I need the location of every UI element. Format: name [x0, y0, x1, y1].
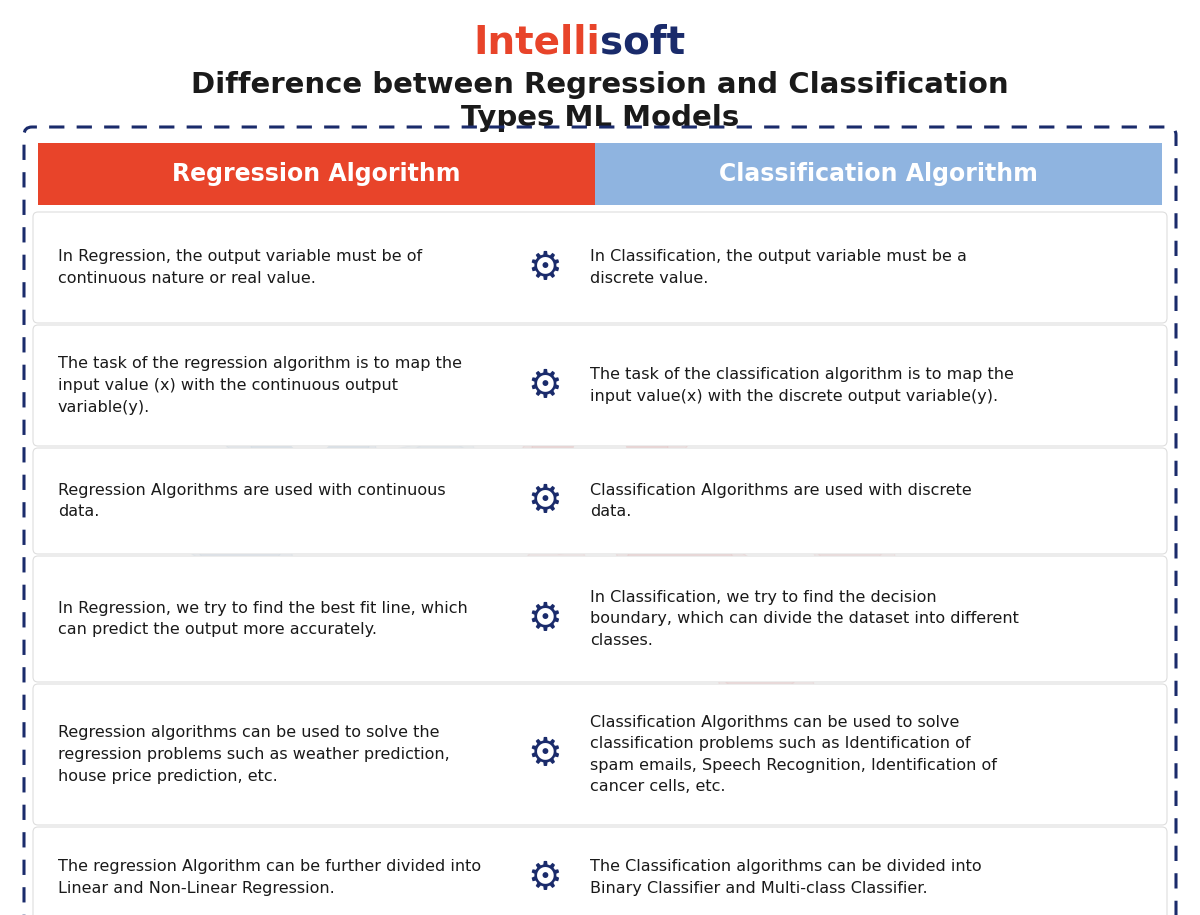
Polygon shape — [601, 501, 758, 659]
Circle shape — [658, 557, 702, 602]
Polygon shape — [227, 347, 394, 513]
Text: In Regression, we try to find the best fit line, which
can predict the output mo: In Regression, we try to find the best f… — [58, 601, 468, 638]
Circle shape — [835, 514, 865, 545]
Text: ⚙: ⚙ — [528, 736, 563, 773]
Circle shape — [623, 522, 738, 638]
FancyBboxPatch shape — [38, 143, 595, 205]
Polygon shape — [386, 426, 494, 534]
Polygon shape — [176, 467, 304, 594]
Circle shape — [425, 465, 456, 495]
FancyBboxPatch shape — [34, 827, 1166, 915]
Polygon shape — [506, 361, 694, 548]
Circle shape — [248, 369, 371, 491]
FancyBboxPatch shape — [34, 684, 1166, 825]
Circle shape — [713, 603, 806, 697]
Text: Classification Algorithm: Classification Algorithm — [719, 162, 1038, 186]
Text: Classification Algorithms are used with discrete
data.: Classification Algorithms are used with … — [590, 483, 972, 520]
Text: Difference between Regression and Classification: Difference between Regression and Classi… — [191, 71, 1009, 99]
Text: In Classification, the output variable must be a
discrete value.: In Classification, the output variable m… — [590, 249, 967, 285]
Text: The task of the classification algorithm is to map the
input value(x) with the d: The task of the classification algorithm… — [590, 367, 1014, 404]
Polygon shape — [796, 476, 904, 584]
Text: ⚙: ⚙ — [528, 600, 563, 638]
Text: ⚙: ⚙ — [528, 858, 563, 897]
Text: The task of the regression algorithm is to map the
input value (x) with the cont: The task of the regression algorithm is … — [58, 357, 462, 414]
Polygon shape — [491, 541, 608, 659]
Text: soft: soft — [600, 23, 685, 61]
FancyBboxPatch shape — [34, 556, 1166, 682]
Text: ⚙: ⚙ — [528, 482, 563, 520]
Text: Classification Algorithms can be used to solve
classification problems such as I: Classification Algorithms can be used to… — [590, 715, 997, 794]
Text: Regression algorithms can be used to solve the
regression problems such as weath: Regression algorithms can be used to sol… — [58, 726, 450, 783]
FancyBboxPatch shape — [34, 212, 1166, 323]
Circle shape — [506, 557, 593, 643]
Circle shape — [222, 511, 258, 548]
Text: Regression Algorithm: Regression Algorithm — [173, 162, 461, 186]
Text: ⚙: ⚙ — [528, 367, 563, 404]
FancyBboxPatch shape — [34, 325, 1166, 446]
Text: The Classification algorithms can be divided into
Binary Classifier and Multi-cl: The Classification algorithms can be div… — [590, 859, 982, 896]
Circle shape — [287, 406, 334, 454]
Text: Types ML Models: Types ML Models — [461, 104, 739, 132]
Circle shape — [532, 387, 668, 523]
FancyBboxPatch shape — [595, 143, 1162, 205]
Text: Regression Algorithms are used with continuous
data.: Regression Algorithms are used with cont… — [58, 483, 445, 520]
Text: The regression Algorithm can be further divided into
Linear and Non-Linear Regre: The regression Algorithm can be further … — [58, 859, 481, 896]
Circle shape — [574, 428, 626, 481]
Text: In Classification, we try to find the decision
boundary, which can divide the da: In Classification, we try to find the de… — [590, 590, 1019, 648]
Circle shape — [810, 490, 889, 570]
Circle shape — [401, 440, 480, 520]
Circle shape — [193, 483, 287, 576]
Circle shape — [533, 583, 566, 617]
FancyBboxPatch shape — [34, 448, 1166, 554]
Circle shape — [742, 631, 779, 668]
Text: In Regression, the output variable must be of
continuous nature or real value.: In Regression, the output variable must … — [58, 249, 422, 285]
Polygon shape — [696, 587, 823, 714]
Text: Intelli: Intelli — [473, 23, 600, 61]
Text: ⚙: ⚙ — [528, 249, 563, 286]
